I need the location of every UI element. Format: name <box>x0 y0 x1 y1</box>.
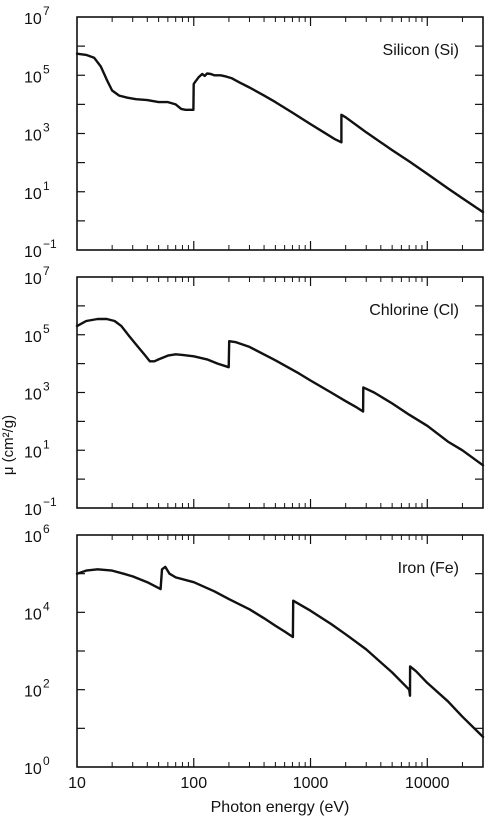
y-tick-label: 10 <box>24 444 42 461</box>
y-tick-label: 10 <box>24 529 42 546</box>
y-tick-label: 10 <box>24 502 42 519</box>
y-tick-exponent: 7 <box>43 264 50 278</box>
y-tick-exponent: 6 <box>43 522 50 536</box>
element-label: Silicon (Si) <box>383 42 459 59</box>
x-tick-label: 10000 <box>405 775 450 792</box>
x-tick-label: 1000 <box>293 775 329 792</box>
series-line <box>75 565 485 739</box>
y-tick-label: 10 <box>24 271 42 288</box>
series-line <box>75 317 485 467</box>
y-tick-label: 10 <box>24 244 42 261</box>
y-tick-exponent: 1 <box>43 437 50 451</box>
x-tick-label: 100 <box>180 775 207 792</box>
x-axis-label: Photon energy (eV) <box>211 799 350 816</box>
y-tick-label: 10 <box>24 186 42 203</box>
element-label: Iron (Fe) <box>398 560 459 577</box>
y-tick-exponent: 1 <box>43 179 50 193</box>
series-line <box>75 52 485 214</box>
y-tick-exponent: 4 <box>43 599 50 613</box>
y-tick-exponent: −1 <box>43 495 57 509</box>
y-tick-label: 10 <box>24 11 42 28</box>
y-tick-exponent: 5 <box>43 322 50 336</box>
y-tick-label: 10 <box>24 329 42 346</box>
y-tick-exponent: 3 <box>43 380 50 394</box>
y-tick-exponent: 2 <box>43 677 50 691</box>
element-label: Chlorine (Cl) <box>369 302 459 319</box>
y-tick-label: 10 <box>24 128 42 145</box>
y-tick-label: 10 <box>24 606 42 623</box>
y-axis-label: μ (cm²/g) <box>0 415 17 475</box>
y-tick-exponent: 3 <box>43 121 50 135</box>
y-tick-label: 10 <box>24 387 42 404</box>
y-tick-label: 10 <box>24 761 42 778</box>
y-tick-label: 10 <box>24 69 42 86</box>
y-tick-exponent: 5 <box>43 62 50 76</box>
y-tick-exponent: 0 <box>43 754 50 768</box>
x-tick-label: 10 <box>68 775 86 792</box>
y-tick-exponent: −1 <box>43 237 57 251</box>
y-tick-exponent: 7 <box>43 4 50 18</box>
y-tick-label: 10 <box>24 684 42 701</box>
